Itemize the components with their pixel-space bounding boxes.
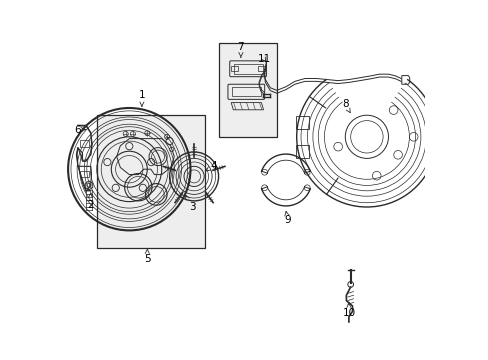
Text: 8: 8 [341, 99, 349, 113]
Text: 11: 11 [257, 54, 270, 64]
Text: 1: 1 [138, 90, 145, 106]
Bar [231, 87, 260, 96]
Bar [97, 115, 204, 248]
Bar [295, 116, 308, 129]
Text: 4: 4 [205, 161, 217, 171]
Bar [233, 64, 262, 74]
Bar [80, 140, 88, 147]
Bar [219, 43, 276, 137]
Bar [295, 145, 308, 158]
Text: 3: 3 [185, 195, 195, 212]
Text: 7: 7 [237, 42, 244, 57]
Bar [80, 171, 88, 177]
Text: 6: 6 [74, 125, 86, 135]
Text: 5: 5 [143, 249, 150, 264]
Bar [230, 66, 238, 71]
Text: 10: 10 [342, 303, 355, 318]
Text: 9: 9 [284, 211, 290, 225]
Bar [258, 66, 265, 71]
Text: 2: 2 [87, 194, 94, 210]
